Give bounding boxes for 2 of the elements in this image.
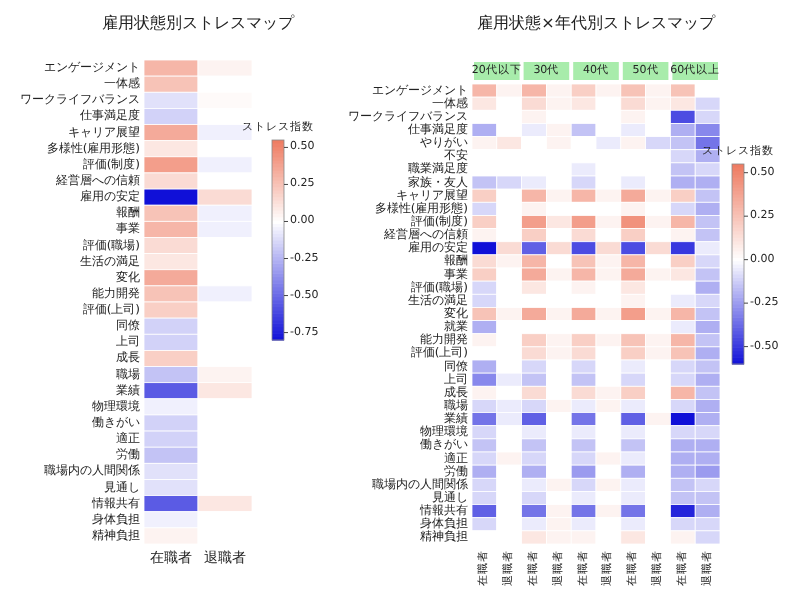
chart-title: 雇用状態×年代別ストレスマップ xyxy=(477,14,717,32)
chart-title: 雇用状態別ストレスマップ xyxy=(102,14,296,32)
